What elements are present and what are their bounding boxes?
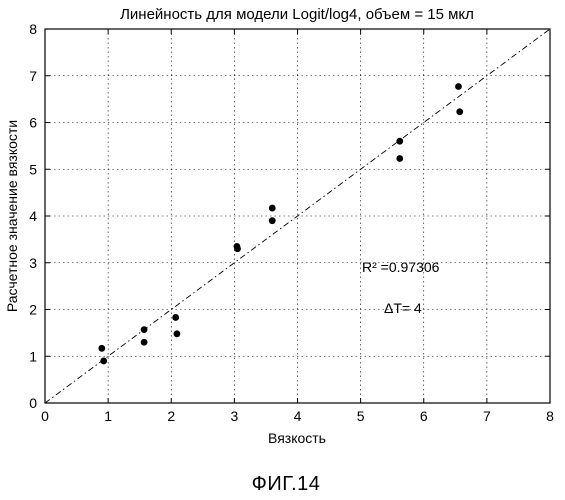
x-tick-label: 0 [41,408,49,424]
x-tick-label: 7 [483,408,491,424]
data-point [396,155,403,162]
y-tick-label: 8 [29,21,37,37]
y-tick-label: 5 [29,161,37,177]
delta-t-annotation: ΔT= 4 [384,300,422,316]
chart-title: Линейность для модели Logit/log4, объем … [120,6,474,23]
x-tick-label: 2 [167,408,175,424]
data-point [455,83,462,90]
y-tick-label: 2 [29,302,37,318]
data-point [234,245,241,252]
data-point [172,314,179,321]
data-point [174,330,181,337]
x-tick-label: 6 [420,408,428,424]
y-tick-label: 0 [29,395,37,411]
data-point [100,358,107,365]
y-tick-label: 6 [29,115,37,131]
data-point [141,339,148,346]
x-tick-label: 1 [104,408,112,424]
data-points [98,83,463,364]
x-tick-label: 4 [294,408,302,424]
data-point [269,205,276,212]
x-tick-label: 8 [546,408,554,424]
data-point [98,345,105,352]
figure-caption: ФИГ.14 [252,473,321,495]
x-tick-label: 5 [357,408,365,424]
data-point [456,108,463,115]
y-axis-label: Расчетное значение вязкости [4,120,20,312]
x-axis-label: Вязкость [268,430,326,446]
y-tick-label: 4 [29,208,37,224]
y-tick-label: 3 [29,255,37,271]
y-tick-label: 1 [29,348,37,364]
x-tick-label: 3 [230,408,238,424]
fit-line [45,29,550,403]
y-axis-ticks: 0 1 2 3 4 5 6 7 8 [29,21,550,411]
y-tick-label: 7 [29,68,37,84]
data-point [269,217,276,224]
data-point [396,138,403,145]
r-squared-annotation: R² =0.97306 [362,259,440,275]
data-point [141,326,148,333]
